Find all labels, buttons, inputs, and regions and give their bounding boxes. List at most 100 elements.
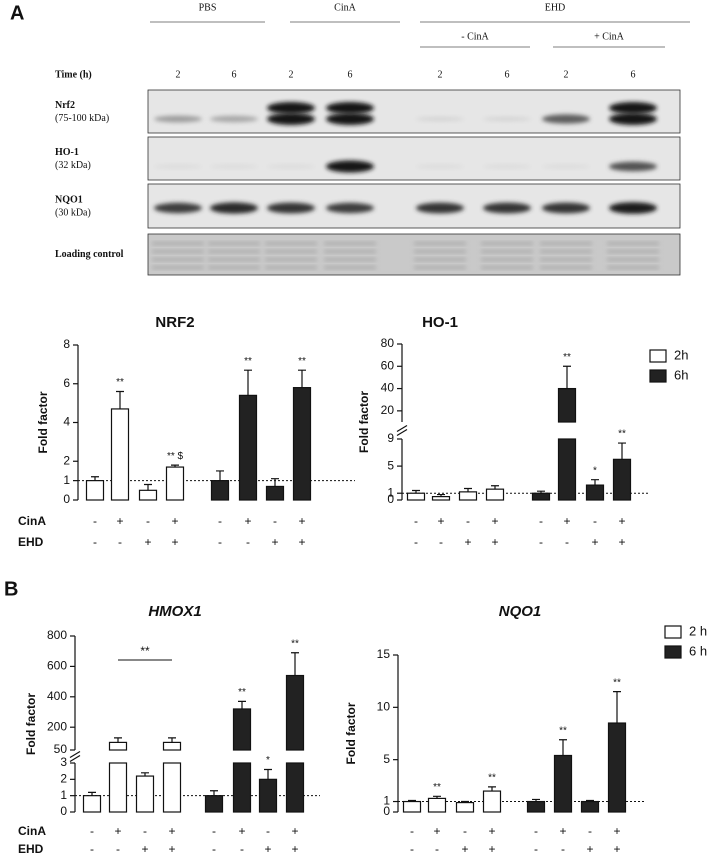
y-tick-label: 0 [387, 492, 394, 506]
band [208, 266, 260, 269]
condition-value: + [298, 514, 305, 528]
y-axis-label: Fold factor [36, 391, 50, 453]
bar [485, 488, 505, 501]
axis-break [69, 754, 81, 763]
y-axis-label: Fold factor [24, 693, 38, 755]
band [324, 242, 376, 245]
legend-label: 6h [674, 367, 688, 382]
bar [585, 484, 605, 501]
error-bar [210, 790, 218, 796]
condition-value: - [435, 842, 439, 856]
group-label: CinA [334, 2, 356, 13]
bar [612, 458, 632, 501]
condition-value: + [613, 824, 620, 838]
panel-label: A [10, 2, 24, 24]
bar [162, 741, 182, 751]
condition-value: + [491, 514, 498, 528]
bar [292, 387, 312, 501]
bar [557, 438, 577, 501]
time-value: 6 [505, 69, 510, 80]
band [607, 258, 659, 261]
error-bar [291, 652, 299, 676]
error-bar [433, 795, 441, 799]
error-bar [141, 772, 149, 777]
bar [553, 754, 573, 813]
error-bar [559, 739, 567, 756]
condition-value: + [488, 842, 495, 856]
legend-swatch [649, 369, 667, 383]
band [481, 266, 533, 269]
chart-title: NRF2 [155, 314, 194, 331]
error-bar [488, 786, 496, 792]
condition-value: + [171, 535, 178, 549]
condition-value: + [298, 535, 305, 549]
bar [580, 800, 600, 813]
condition-value: - [240, 842, 244, 856]
error-bar [464, 487, 472, 492]
condition-value: + [244, 514, 251, 528]
y-tick-label: 40 [381, 381, 395, 395]
band [326, 160, 374, 173]
y-tick-label: 2 [60, 772, 67, 786]
bar [431, 496, 451, 501]
condition-value: - [414, 535, 418, 549]
band [208, 242, 260, 245]
band [540, 266, 592, 269]
condition-value: + [168, 824, 175, 838]
condition-value: - [212, 842, 216, 856]
bar [232, 708, 252, 751]
error-bar [298, 369, 306, 388]
band [540, 250, 592, 253]
time-value: 2 [438, 69, 443, 80]
bar [265, 485, 285, 501]
bar [110, 408, 130, 501]
y-tick-label: 400 [47, 689, 67, 703]
blot-box [147, 89, 681, 134]
band [267, 164, 315, 169]
band [607, 250, 659, 253]
y-tick-label: 50 [54, 742, 68, 756]
time-value: 6 [232, 69, 237, 80]
y-tick-label: 5 [383, 752, 390, 766]
blot-row-size: (30 kDa) [55, 207, 91, 218]
band [326, 102, 374, 114]
error-bar [116, 390, 124, 409]
error-bar [412, 489, 420, 494]
bar [162, 762, 182, 813]
condition-value: - [466, 514, 470, 528]
error-bar [144, 483, 152, 491]
y-tick-label: 10 [377, 700, 391, 714]
band [324, 266, 376, 269]
band [267, 102, 315, 114]
band [152, 266, 204, 269]
band [483, 116, 531, 122]
annotation: ** [140, 644, 150, 658]
error-bar [216, 470, 224, 481]
condition-value: - [410, 824, 414, 838]
condition-value: + [613, 842, 620, 856]
band [481, 258, 533, 261]
condition-value: - [410, 842, 414, 856]
condition-value: - [266, 824, 270, 838]
annotation: ** [244, 356, 252, 367]
annotation: ** [116, 377, 124, 388]
condition-name: CinA [18, 824, 46, 838]
chart-title: HMOX1 [148, 603, 201, 620]
y-tick-label: 9 [387, 431, 394, 445]
y-tick-label: 1 [60, 788, 67, 802]
band [609, 102, 657, 114]
annotation: ** [238, 687, 246, 698]
error-bar [532, 798, 540, 802]
y-tick-label: 600 [47, 659, 67, 673]
y-tick-label: 1 [63, 473, 70, 487]
annotation: ** [618, 429, 626, 440]
condition-value: - [146, 514, 150, 528]
condition-value: + [291, 824, 298, 838]
bar [607, 722, 627, 813]
subgroup-label: - CinA [461, 31, 489, 42]
bar [285, 674, 305, 751]
band [326, 113, 374, 125]
band [609, 113, 657, 125]
bar [204, 795, 224, 813]
error-bar [114, 737, 122, 743]
